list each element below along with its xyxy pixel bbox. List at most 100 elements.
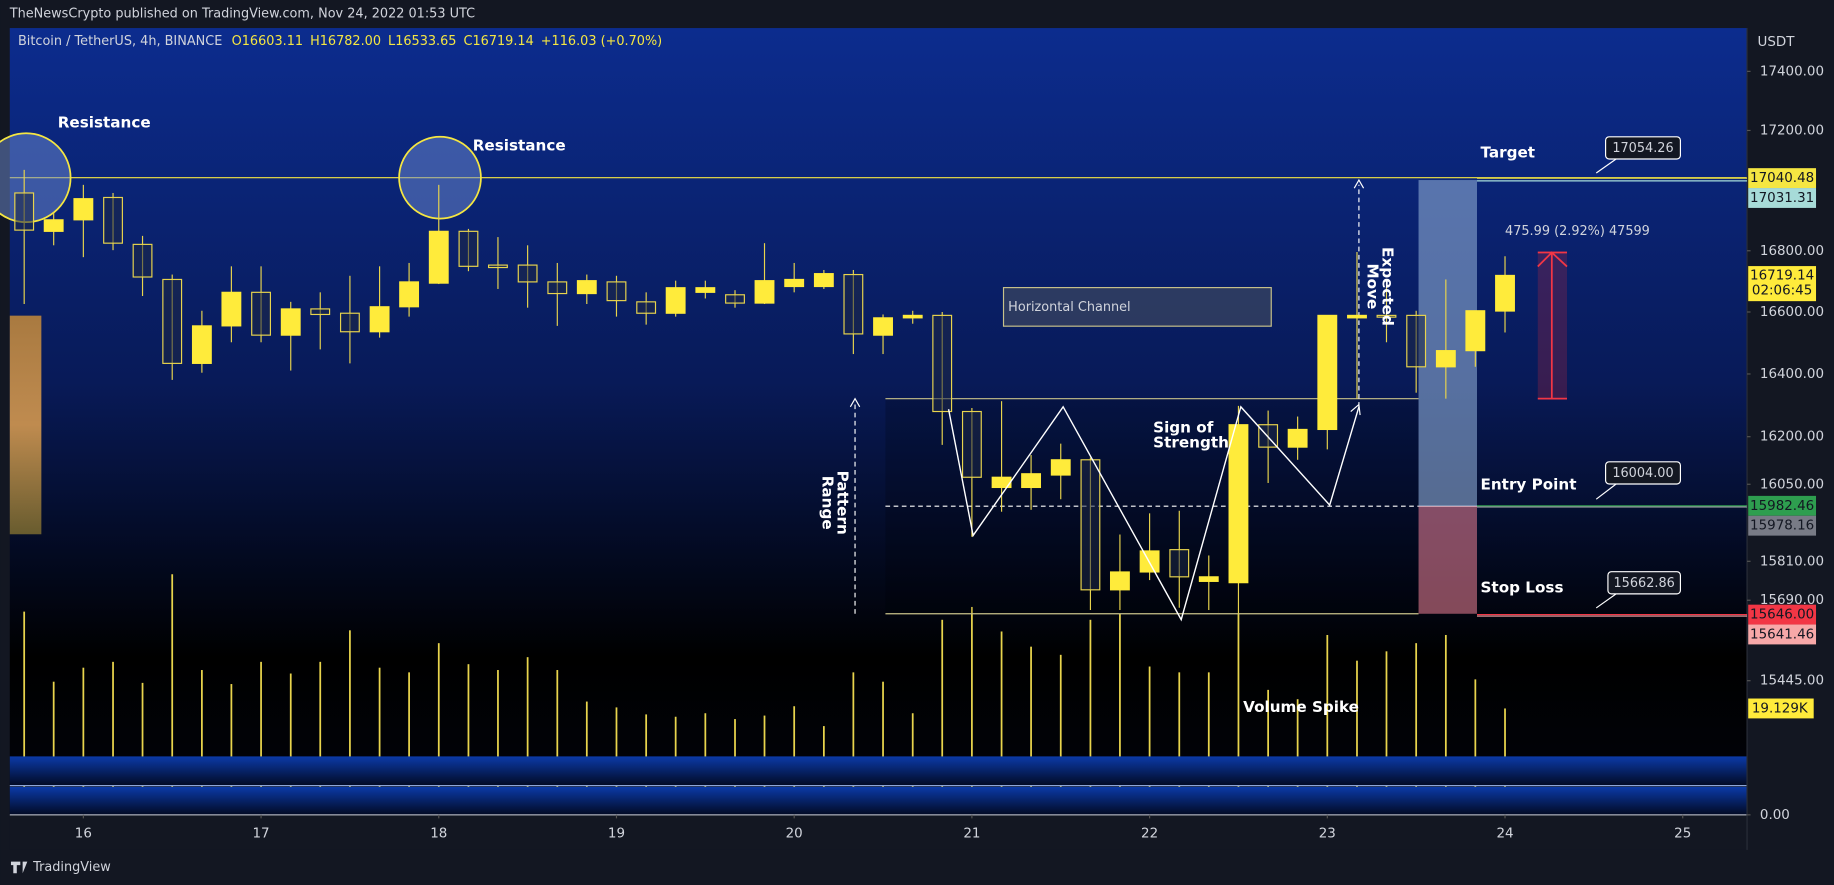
volume-bar (1385, 651, 1388, 815)
pattern-path (947, 405, 1360, 622)
candle-body (1080, 459, 1101, 591)
candle-body (1050, 459, 1071, 476)
expected-arrow-head (1353, 178, 1365, 189)
x-tick-label: 17 (253, 827, 270, 842)
candle-body (725, 294, 745, 304)
x-tick-label: 16 (75, 827, 92, 842)
candle-body (221, 291, 242, 327)
candle-body (1021, 473, 1042, 489)
candle-body (162, 278, 183, 364)
candle-body (14, 192, 35, 231)
volume-bar (941, 619, 944, 815)
time-axis (9, 816, 1748, 850)
volume-bar (1356, 660, 1358, 815)
volume-bar (23, 611, 26, 815)
candle-body (695, 287, 716, 293)
candle-body (1169, 549, 1190, 578)
volume-bar (1444, 634, 1447, 815)
last-price: 16719.14 (1750, 268, 1814, 283)
volume-bar (201, 670, 203, 815)
candle-body (191, 325, 212, 364)
price-label-bg (1748, 495, 1817, 516)
volume-bar (437, 643, 440, 815)
volume-bar (1267, 689, 1270, 815)
brand-logo (10, 861, 28, 874)
x-tick-label: 19 (608, 827, 625, 842)
y-tick-label: 15690.00 (1760, 593, 1824, 608)
volume-bar (141, 682, 144, 815)
volume-bar (467, 664, 470, 815)
volume-bar (1148, 666, 1151, 815)
candle-body (103, 196, 123, 244)
legend-value: H16782.00 (310, 33, 381, 48)
candle-body (458, 230, 479, 267)
annotation: Expected (1378, 247, 1396, 326)
x-tick-label: 21 (963, 827, 980, 842)
y-tick-label: 16400.00 (1760, 367, 1824, 382)
callout-text: 15662.86 (1614, 576, 1675, 591)
candle-body (547, 281, 568, 295)
candle-body (1465, 310, 1486, 352)
candle-body (843, 273, 864, 335)
y-tick-label: 16600.00 (1760, 305, 1824, 320)
stop-zone (1418, 506, 1477, 614)
price-label: 15641.46 (1750, 627, 1814, 642)
y-tick-label: 15445.00 (1760, 674, 1824, 689)
candle-body (1495, 274, 1515, 312)
candle-body (576, 280, 597, 295)
x-tick-label: 18 (430, 827, 447, 842)
symbol-legend: Bitcoin / TetherUS, 4h, BINANCE O16603.11… (18, 33, 662, 48)
volume-bar (1178, 672, 1181, 815)
price-label: 15982.46 (1750, 499, 1814, 514)
annotation: Volume Spike (1243, 698, 1359, 716)
volume-bar (112, 661, 114, 815)
volume-bar (230, 684, 233, 815)
candle-body (428, 230, 449, 284)
candle-body (517, 264, 538, 283)
price-label-bg (1748, 515, 1817, 536)
y2-tick-label: 0.00 (1760, 808, 1790, 823)
annotation: Target (1481, 144, 1536, 162)
pattern-arrow-head (849, 397, 861, 408)
measure-text: 475.99 (2.92%) 47599 (1505, 224, 1650, 239)
candle-body (813, 273, 834, 288)
candle-body (1109, 571, 1130, 591)
volume-bar (1030, 646, 1032, 815)
pattern-path-head (1350, 403, 1361, 416)
annotation: Range (818, 476, 836, 530)
volume-bar (378, 667, 381, 815)
price-label-bg (1748, 188, 1817, 208)
thumbnail (9, 315, 42, 535)
x-tick-label: 20 (786, 827, 803, 842)
candle-body (369, 306, 390, 333)
annotation: Sign of (1153, 418, 1214, 436)
candle-body (606, 281, 627, 302)
price-label: 15978.16 (1750, 519, 1814, 534)
callout (1605, 136, 1681, 160)
price-label-bg (1748, 624, 1817, 645)
candle-body (310, 308, 331, 316)
volume-bar (1119, 613, 1121, 815)
candle-body (636, 301, 657, 314)
legend-value: O16603.11 (232, 33, 303, 48)
candle-body (961, 410, 982, 478)
y-tick-label: 15810.00 (1760, 554, 1824, 569)
volume-bar (319, 661, 322, 815)
volume-bar (1059, 654, 1062, 815)
volume-bar (1415, 643, 1418, 815)
brand: TradingView (32, 860, 111, 875)
candle-body (1347, 314, 1367, 319)
y-tick-label: 16050.00 (1760, 477, 1824, 492)
annotation: Entry Point (1481, 476, 1577, 494)
y-tick-label: 16800.00 (1760, 244, 1824, 259)
candle-body (873, 317, 893, 336)
volume-bar (1000, 631, 1003, 815)
volume-bar (260, 661, 262, 815)
x-tick-label: 22 (1141, 827, 1158, 842)
countdown: 02:06:45 (1752, 284, 1812, 299)
volume-bar (1474, 679, 1477, 815)
candle-body (1317, 314, 1338, 431)
candle-body (280, 308, 301, 336)
x-tick-label: 23 (1319, 827, 1336, 842)
volume-bar (852, 672, 855, 815)
